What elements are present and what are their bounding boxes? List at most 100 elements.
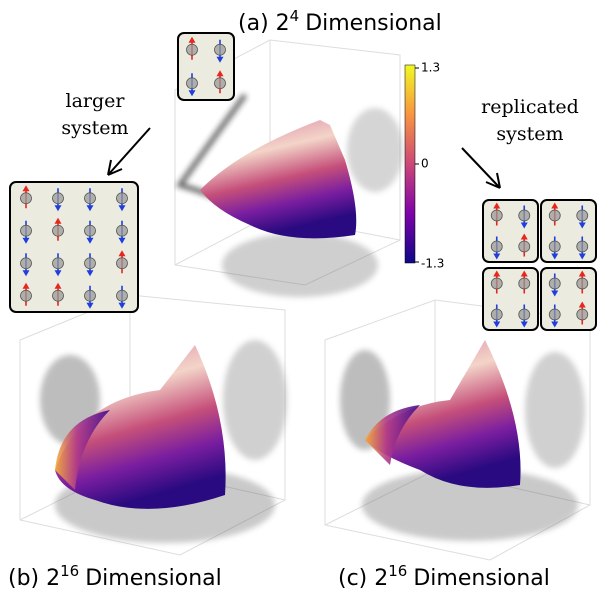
spin (518, 209, 531, 222)
spin-arrowhead (22, 185, 30, 192)
spin-arrowhead (216, 70, 224, 77)
panel-label: (c) (338, 566, 367, 591)
caption-base: 2 (46, 566, 60, 591)
spin-arrowhead (188, 90, 196, 97)
spin (186, 43, 198, 56)
caption-base: 2 (374, 566, 388, 591)
panel-c (324, 299, 591, 561)
shadow (222, 233, 378, 297)
spin (576, 240, 589, 253)
caption: (c) 216 Dimensional (338, 562, 550, 591)
annotation: system (496, 123, 563, 145)
spin-arrowhead (520, 270, 528, 277)
spin (20, 192, 32, 205)
spin-arrowhead (86, 302, 94, 309)
caption-exponent: 16 (60, 562, 79, 580)
colorbar-tick-label: -1.3 (421, 257, 444, 271)
spin-arrowhead (551, 290, 559, 297)
surface (55, 345, 226, 509)
spin-arrowhead (551, 253, 559, 260)
spin-arrowhead (520, 321, 528, 328)
surface (365, 340, 521, 488)
spin (84, 224, 96, 237)
annotation: larger (66, 90, 126, 112)
spin-arrowhead (22, 282, 30, 289)
spin (548, 277, 561, 290)
spin (52, 224, 64, 237)
annotation: system (61, 117, 128, 139)
spin-arrowhead (493, 321, 501, 328)
spin (84, 289, 96, 302)
spin (518, 240, 531, 253)
spin-arrowhead (86, 205, 94, 212)
spin-arrowhead (118, 250, 126, 257)
caption: (a) 24 Dimensional (238, 7, 442, 36)
surface-edge (365, 405, 420, 465)
panel-a (174, 39, 403, 297)
spin (490, 240, 503, 253)
spin (518, 308, 531, 321)
colorbar-tick-label: 1.3 (421, 61, 440, 75)
spin-diagrams (9, 32, 597, 331)
spin-arrowhead (578, 301, 586, 308)
caption-text: Dimensional (305, 11, 442, 36)
spin-box (540, 199, 597, 263)
spin-arrowhead (86, 270, 94, 277)
spin-arrowhead (188, 36, 196, 43)
spin (52, 289, 64, 302)
shadow (362, 469, 578, 541)
spin (84, 192, 96, 205)
spin-arrowhead (578, 270, 586, 277)
spin (20, 289, 32, 302)
spin (548, 240, 561, 253)
spin (548, 308, 561, 321)
spin-box (9, 181, 139, 313)
spin-arrowhead (493, 270, 501, 277)
spin (116, 289, 128, 302)
spin-arrowhead (493, 202, 501, 209)
spin-arrowhead (22, 237, 30, 244)
spin-arrowhead (578, 253, 586, 260)
spin-arrowhead (520, 222, 528, 229)
spin-box (540, 267, 597, 331)
spin-arrowhead (54, 270, 62, 277)
spin (116, 257, 128, 270)
arrow (461, 147, 501, 189)
panel-label: (a) (238, 11, 269, 36)
shadow (223, 340, 287, 460)
spin (490, 209, 503, 222)
spin (116, 224, 128, 237)
spin (548, 209, 561, 222)
surface (200, 120, 357, 239)
spin (186, 77, 198, 90)
spin-arrowhead (118, 205, 126, 212)
spin (490, 308, 503, 321)
spin (576, 277, 589, 290)
spin-box (482, 199, 539, 263)
spin-box (482, 267, 539, 331)
caption-text: Dimensional (413, 566, 550, 591)
spin-arrowhead (118, 302, 126, 309)
spin-arrowhead (118, 237, 126, 244)
spin-arrowhead (493, 253, 501, 260)
spin-arrowhead (86, 237, 94, 244)
spin (490, 277, 503, 290)
spin (20, 224, 32, 237)
spin-arrowhead (551, 202, 559, 209)
spin-arrowhead (54, 282, 62, 289)
spin-arrowhead (551, 321, 559, 328)
surface-edge (55, 410, 110, 490)
spin-arrowhead (216, 56, 224, 63)
spin (52, 257, 64, 270)
annotation: replicated (481, 96, 579, 118)
caption-base: 2 (276, 11, 290, 36)
spin (52, 192, 64, 205)
spin (116, 192, 128, 205)
spin (214, 43, 226, 56)
caption-exponent: 4 (290, 7, 300, 25)
colorbar-tick-label: 0 (421, 157, 429, 171)
spin-arrowhead (22, 270, 30, 277)
arrow (107, 127, 151, 176)
spin (576, 209, 589, 222)
